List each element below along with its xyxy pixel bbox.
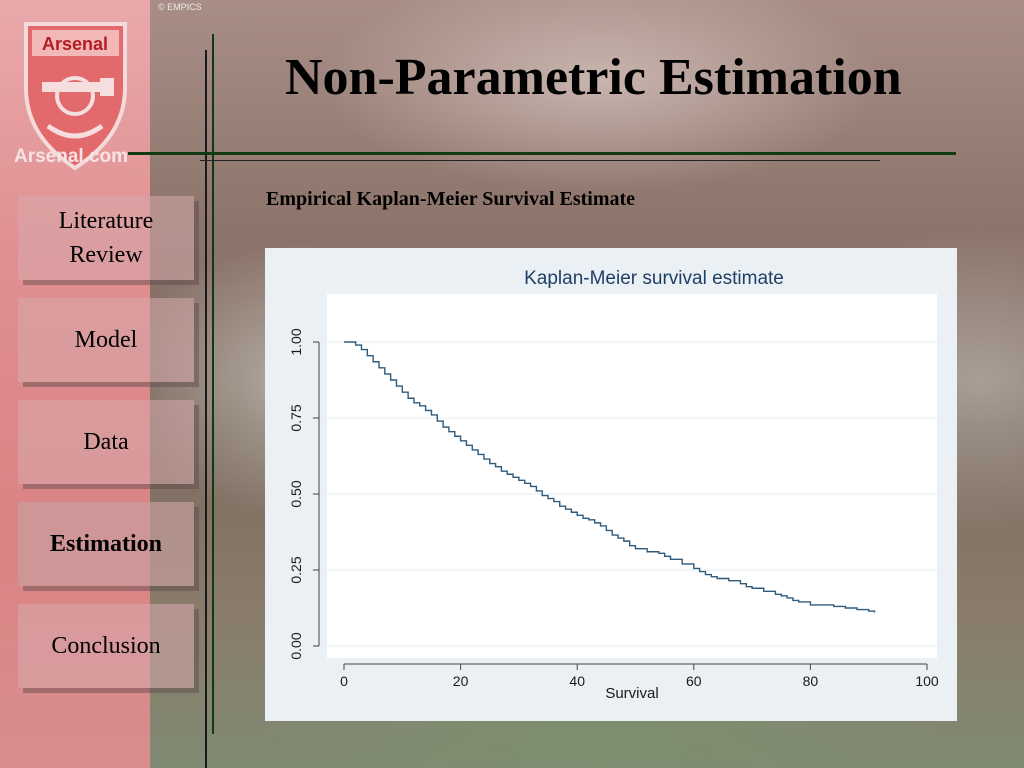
divider-horizontal-main (128, 152, 956, 155)
y-tick-label: 1.00 (288, 328, 304, 355)
plot-area (327, 294, 937, 658)
chart-svg: Kaplan-Meier survival estimate Survival … (288, 268, 939, 702)
logo-wordmark: Arsenal.com (14, 146, 129, 167)
x-tick-label: 60 (686, 673, 702, 689)
photo-credit: © EMPICS (158, 2, 202, 12)
nav-item-data[interactable]: Data (18, 400, 194, 484)
x-tick-label: 20 (453, 673, 469, 689)
y-tick-label: 0.00 (288, 632, 304, 659)
y-tick-label: 0.50 (288, 480, 304, 507)
tick-labels: 0.00 0.25 0.50 0.75 1.00 0 20 40 60 80 100 (288, 328, 939, 689)
nav-item-label: Conclusion (51, 633, 161, 659)
nav-item-label: Literature Review (58, 208, 154, 268)
x-tick-label: 0 (340, 673, 348, 689)
divider-vertical-outer (205, 50, 207, 768)
y-tick-label: 0.25 (288, 556, 304, 583)
nav-item-literature-review[interactable]: Literature Review (18, 196, 194, 280)
chart-title: Kaplan-Meier survival estimate (524, 268, 784, 289)
divider-horizontal-thin (200, 160, 880, 161)
slide-subtitle: Empirical Kaplan-Meier Survival Estimate (266, 188, 636, 210)
nav-item-label: Estimation (49, 531, 162, 557)
nav-item-model[interactable]: Model (18, 298, 194, 382)
x-tick-label: 80 (803, 673, 819, 689)
nav-item-estimation[interactable]: Estimation (18, 502, 194, 586)
y-tick-label: 0.75 (288, 404, 304, 431)
divider-vertical-inner (212, 34, 214, 734)
crest-text: Arsenal (42, 34, 108, 54)
kaplan-meier-chart: Kaplan-Meier survival estimate Survival … (265, 248, 957, 721)
x-tick-label: 40 (569, 673, 585, 689)
axes (313, 341, 928, 670)
x-axis-label: Survival (605, 685, 658, 702)
grid-lines (327, 341, 937, 647)
slide-title: Non-Parametric Estimation (285, 49, 902, 106)
nav-item-label: Data (83, 429, 129, 455)
nav-item-label: Model (74, 327, 138, 353)
arsenal-crest-logo: Arsenal (24, 22, 127, 171)
survival-curve-line (344, 341, 876, 613)
x-tick-label: 100 (915, 673, 939, 689)
nav-item-conclusion[interactable]: Conclusion (18, 604, 194, 688)
